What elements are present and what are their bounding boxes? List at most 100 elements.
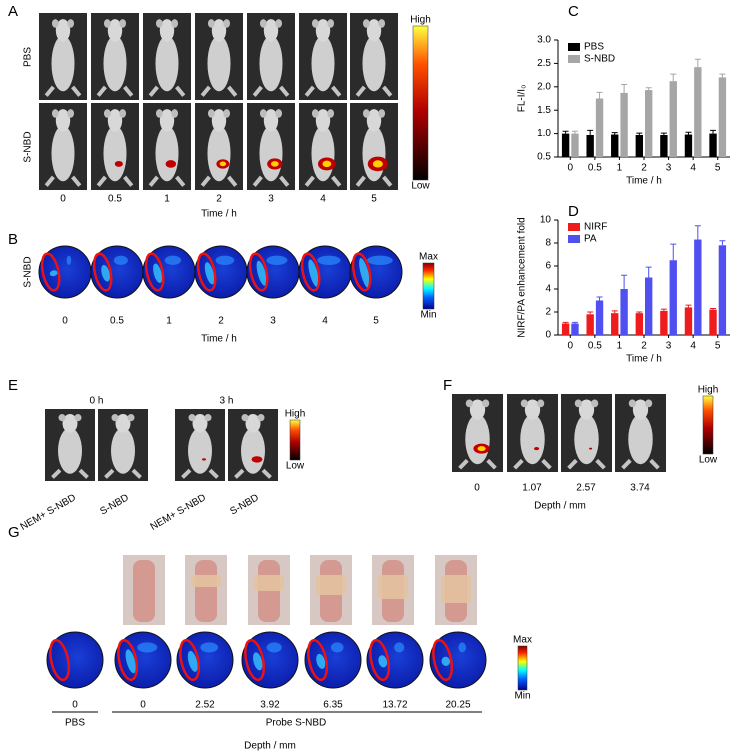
error-bar [710,308,717,310]
legend-swatch [568,223,580,231]
mouse-leg [355,85,366,97]
mouse-ear [311,109,319,118]
mouse-head [469,399,486,420]
bar [561,323,570,335]
mouse-ear [67,19,75,28]
mouse-ear [520,399,528,408]
mouse-leg [123,175,134,187]
error-bar [596,91,603,99]
pa-signal [49,270,58,277]
roi-outline [179,638,201,682]
mouse-body [155,35,179,92]
bar [561,133,570,157]
bar [586,314,594,335]
mouse-ear [378,19,386,28]
roi-outline [144,252,165,292]
mouse-leg [331,85,342,97]
x-label: 4 [322,316,328,327]
colorbar [412,25,429,181]
error-bar [621,83,628,93]
mouse-leg [486,458,497,470]
mouse-body [311,125,335,182]
row-label: S-NBD [23,131,34,162]
mouse-leg [382,85,393,97]
bar [611,134,619,157]
bar [595,98,604,157]
mouse-leg [200,85,211,97]
pa-signal [113,255,128,265]
pa-signal [200,642,219,653]
mouse-leg [181,468,192,479]
x-label: 0 [62,316,68,327]
group-label: 0 h [90,396,104,407]
bar [709,133,717,157]
bar [595,300,604,335]
y-tick-label: 2.5 [537,58,551,69]
colorbar [289,419,301,461]
row-label: S-NBD [23,256,34,287]
mouse-ear [127,414,135,422]
error-bar [571,130,578,134]
pa-image [241,631,299,689]
y-tick-label: 0.5 [537,152,551,163]
fluorescence-spot [534,447,540,451]
x-label: 5 [371,194,377,205]
mouse-ear [275,109,283,118]
mouse-ear [171,19,179,28]
mouse-body [155,125,179,182]
pa-signal [266,255,288,265]
mouse-leg [131,468,142,479]
pa-signal [378,655,388,668]
x-label: S-NBD [98,492,130,517]
bar [684,134,693,157]
mouse-leg [51,468,62,479]
mouse-ear [67,109,75,118]
mouse-leg [458,458,469,470]
roi-outline [248,252,269,292]
mouse-body [207,35,231,92]
x-label: 13.72 [382,700,407,711]
mouse-ear [155,19,163,28]
roi-outline [432,638,454,682]
y-tick-label: 6 [545,261,551,272]
mouse-leg [78,468,89,479]
mouse-ear [628,399,636,408]
x-label: 0 [474,483,480,494]
row-label: PBS [23,47,34,67]
mouse-leg [595,458,606,470]
y-tick-label: 10 [540,215,552,226]
mouse-body [362,125,386,182]
x-label: 3.74 [630,483,650,494]
x-label: S-NBD [228,492,260,517]
mouse-head [211,109,227,132]
pa-signal [316,653,326,669]
mouse-ear [171,109,179,118]
tissue-layer [316,575,346,595]
colorbar [517,645,528,691]
pa-image [114,631,172,689]
pa-image [429,631,487,689]
x-tick-label: 0.5 [588,341,602,352]
y-tick-label: 1.0 [537,128,551,139]
mouse-ear [111,414,119,422]
legend-swatch [568,55,580,63]
x-tick-label: 3 [666,341,672,352]
pa-signal [359,258,371,289]
error-bar [685,304,692,308]
mouse-body [103,35,127,92]
mouse-ear [119,109,127,118]
mouse-body [259,35,283,92]
error-bar [636,132,643,136]
bar [684,307,693,335]
mouse-body [103,125,127,182]
axis-title: Depth / mm [244,741,296,752]
mouse-head [159,19,175,42]
tissue-layer [254,575,284,591]
error-bar [694,225,701,240]
x-tick-label: 1 [617,341,623,352]
mouse-leg [175,175,186,187]
legend-label: S-NBD [584,54,615,65]
mouse-ear [311,19,319,28]
error-bar [670,73,677,82]
mouse-ear [259,19,267,28]
